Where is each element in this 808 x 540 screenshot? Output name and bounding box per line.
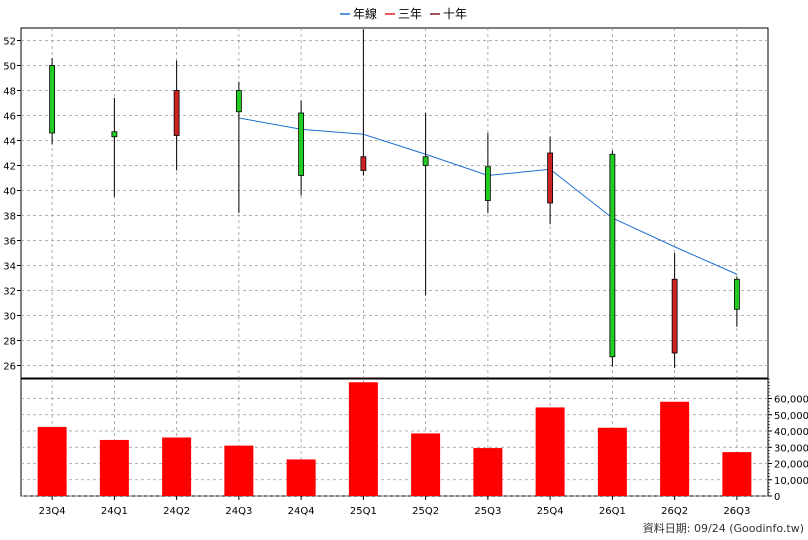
price-tick-label: 34 bbox=[3, 262, 16, 273]
price-tick-label: 44 bbox=[3, 137, 16, 148]
price-tick-label: 26 bbox=[3, 362, 16, 373]
x-tick-label: 25Q3 bbox=[474, 506, 501, 517]
price-tick-label: 52 bbox=[3, 37, 16, 48]
volume-bar bbox=[348, 382, 378, 496]
price-plot-area bbox=[20, 27, 769, 379]
price-panel: 26 28 30 32 34 36 38 40 42 44 46 48 50 52 bbox=[3, 27, 769, 379]
volume-bar bbox=[722, 452, 752, 496]
price-tick-label: 46 bbox=[3, 112, 16, 123]
price-tick-label: 36 bbox=[3, 237, 16, 248]
price-tick-label: 38 bbox=[3, 212, 16, 223]
candle-body bbox=[733, 278, 740, 310]
x-axis: 23Q4 24Q1 24Q2 24Q3 24Q4 25Q1 25Q2 25Q3 25Q4 26Q1… bbox=[39, 496, 750, 517]
volume-bar bbox=[597, 427, 627, 496]
volume-bar bbox=[535, 407, 565, 496]
x-tick-label: 26Q3 bbox=[723, 506, 750, 517]
candle-body bbox=[49, 65, 56, 134]
price-tick-label: 42 bbox=[3, 162, 16, 173]
x-tick-label: 26Q1 bbox=[599, 506, 626, 517]
candle-body bbox=[360, 156, 367, 171]
legend-label: 十年 bbox=[443, 7, 467, 21]
price-tick-label: 32 bbox=[3, 287, 16, 298]
volume-tick-label: 20,000 bbox=[774, 460, 808, 471]
x-tick-label: 24Q4 bbox=[288, 506, 315, 517]
volume-bar bbox=[411, 433, 441, 496]
candle-body bbox=[235, 90, 242, 113]
price-tick-label: 28 bbox=[3, 337, 16, 348]
legend: 年線 三年 十年 bbox=[340, 6, 467, 21]
price-tick-label: 30 bbox=[3, 312, 16, 323]
volume-tick-label: 50,000 bbox=[774, 411, 808, 422]
candle-body bbox=[671, 278, 678, 354]
candle-body bbox=[173, 90, 180, 136]
volume-tick-label: 60,000 bbox=[774, 395, 808, 406]
x-tick-label: 24Q1 bbox=[101, 506, 128, 517]
x-tick-label: 23Q4 bbox=[39, 506, 66, 517]
data-date-footer: 資料日期: 09/24 (Goodinfo.tw) bbox=[643, 521, 804, 535]
x-tick-label: 25Q1 bbox=[350, 506, 377, 517]
volume-tick-label: 40,000 bbox=[774, 427, 808, 438]
x-tick-label: 24Q2 bbox=[163, 506, 190, 517]
volume-tick-label: 30,000 bbox=[774, 443, 808, 454]
volume-plot-area bbox=[20, 378, 769, 497]
volume-bar bbox=[37, 426, 67, 496]
x-tick-label: 24Q3 bbox=[225, 506, 252, 517]
candle-body bbox=[547, 152, 554, 204]
legend-label: 年線 bbox=[353, 6, 377, 21]
volume-bar bbox=[286, 459, 316, 496]
candle-body bbox=[298, 112, 305, 176]
price-tick-label: 48 bbox=[3, 87, 16, 98]
price-tick-label: 40 bbox=[3, 187, 16, 198]
volume-panel: 0 10,000 20,000 30,000 40,000 50,000 60,000 bbox=[20, 378, 808, 503]
volume-bar bbox=[660, 401, 690, 496]
candle-body bbox=[484, 166, 491, 201]
x-tick-label: 26Q2 bbox=[661, 506, 688, 517]
candle-body bbox=[609, 153, 616, 358]
volume-tick-label: 0 bbox=[774, 492, 780, 503]
legend-label: 三年 bbox=[398, 7, 422, 21]
price-tick-label: 50 bbox=[3, 62, 16, 73]
x-tick-label: 25Q2 bbox=[412, 506, 439, 517]
volume-tick-label: 10,000 bbox=[774, 476, 808, 487]
candle-body bbox=[111, 131, 118, 138]
volume-bar bbox=[224, 445, 254, 496]
volume-bar bbox=[162, 437, 192, 496]
volume-bar bbox=[473, 448, 503, 496]
volume-bar bbox=[99, 439, 129, 496]
x-tick-label: 25Q4 bbox=[537, 506, 564, 517]
candle-body bbox=[422, 156, 429, 166]
